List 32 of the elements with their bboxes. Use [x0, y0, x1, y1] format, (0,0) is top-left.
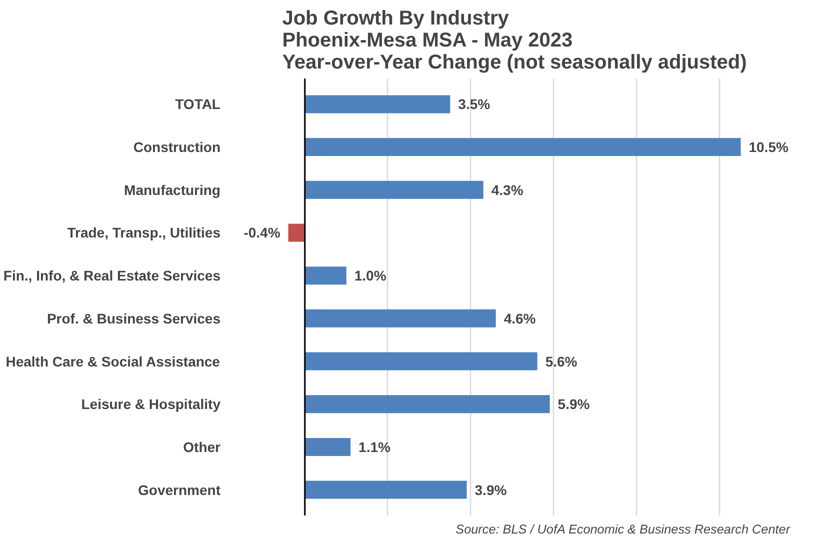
- chart-title: Job Growth By Industry Phoenix-Mesa MSA - May 2023 Year-over-Year Change (not seasonally adjusted): [282, 8, 747, 74]
- data-label: 1.1%: [358, 438, 391, 455]
- y-tick-label: Leisure & Hospitality: [81, 396, 221, 412]
- y-tick-label: Other: [183, 438, 222, 455]
- bar: [304, 309, 496, 328]
- y-tick-label: TOTAL: [175, 96, 221, 112]
- data-label: 3.5%: [458, 96, 491, 112]
- data-label: 3.9%: [474, 482, 508, 498]
- data-label: 4.3%: [491, 182, 524, 198]
- y-tick-label: Manufacturing: [124, 182, 221, 198]
- y-tick-label: Government: [138, 482, 221, 498]
- bar: [304, 395, 550, 414]
- bar: [304, 480, 467, 499]
- data-label: 4.6%: [504, 310, 536, 326]
- bar: [304, 438, 351, 456]
- source-note: Source: BLS / UofA Economic & Business Research Center: [456, 522, 791, 536]
- data-label: 10.5%: [748, 139, 789, 156]
- data-label: 5.6%: [545, 353, 578, 370]
- data-label: 1.0%: [354, 268, 387, 284]
- y-tick-label: Health Care & Social Assistance: [6, 353, 220, 370]
- y-tick-label: Trade, Transp., Utilities: [67, 224, 221, 241]
- bar: [304, 95, 450, 114]
- bar: [304, 352, 538, 370]
- data-label: -0.4%: [244, 224, 281, 241]
- y-tick-label: Construction: [133, 139, 221, 156]
- bar: [288, 224, 305, 242]
- bar: [304, 266, 346, 285]
- bar: [304, 180, 484, 199]
- y-tick-label: Prof. & Business Services: [46, 310, 221, 326]
- data-label: 5.9%: [558, 396, 590, 412]
- y-tick-label: Fin., Info, & Real Estate Services: [3, 268, 221, 284]
- bar: [304, 138, 741, 156]
